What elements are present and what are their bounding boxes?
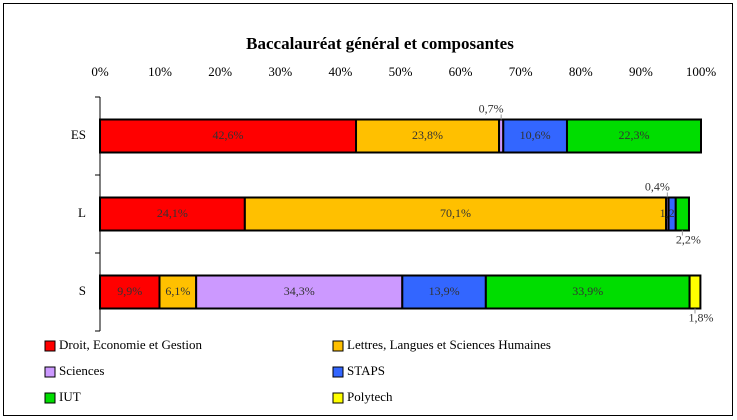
bar-segment [355,118,501,154]
bar-segment [401,274,487,310]
value-label: 6,1% [165,284,190,298]
x-tick-label: 50% [389,64,413,79]
legend-label: Droit, Economie et Gestion [59,337,202,352]
value-label: 70,1% [440,206,471,220]
x-tick-label: 20% [208,64,232,79]
y-tick-label: S [79,283,86,298]
legend-label: IUT [59,389,81,404]
y-tick-label: ES [71,127,86,142]
bar-segment [565,118,702,154]
value-label: 23,8% [412,128,443,142]
legend-swatch [44,392,56,404]
legend-label: STAPS [347,363,385,378]
value-label: 9,9% [117,284,142,298]
value-label: 33,9% [572,284,603,298]
y-tick-label: L [78,205,86,220]
value-label: 42,6% [213,128,244,142]
bar-segment [195,274,404,310]
x-tick-label: 30% [268,64,292,79]
bar-segment [674,196,690,232]
bar-segment [158,274,198,310]
x-tick-label: 0% [91,64,109,79]
value-label: 2,2% [676,232,701,246]
x-tick-label: 90% [629,64,653,79]
legend-label: Polytech [347,389,393,404]
x-tick-label: 80% [569,64,593,79]
bar-segment [484,274,691,310]
legend-swatch [44,340,56,352]
x-tick-label: 10% [148,64,172,79]
legend-swatch [332,366,344,378]
bar-segment [688,274,702,310]
bar-segment [99,274,161,310]
legend-swatch [332,340,344,352]
value-label: 34,3% [284,284,315,298]
x-tick-label: 70% [509,64,533,79]
legend-swatch [44,366,56,378]
value-label: 22,3% [618,128,649,142]
chart-title: Baccalauréat général et composantes [246,34,514,53]
legend-label: Lettres, Langues et Sciences Humaines [347,337,551,352]
value-label: 0,4% [645,179,670,193]
value-label: 13,9% [429,284,460,298]
x-tick-label: 100% [686,64,717,79]
value-label: 1,8% [688,310,713,324]
bar-segment [243,196,668,232]
x-tick-label: 40% [328,64,352,79]
value-label: 0,7% [479,101,504,115]
bar-segment [99,196,246,232]
value-label: 10,6% [520,128,551,142]
legend-swatch [332,392,344,404]
value-label: 24,1% [157,206,188,220]
legend-label: Sciences [59,363,104,378]
x-tick-label: 60% [449,64,473,79]
